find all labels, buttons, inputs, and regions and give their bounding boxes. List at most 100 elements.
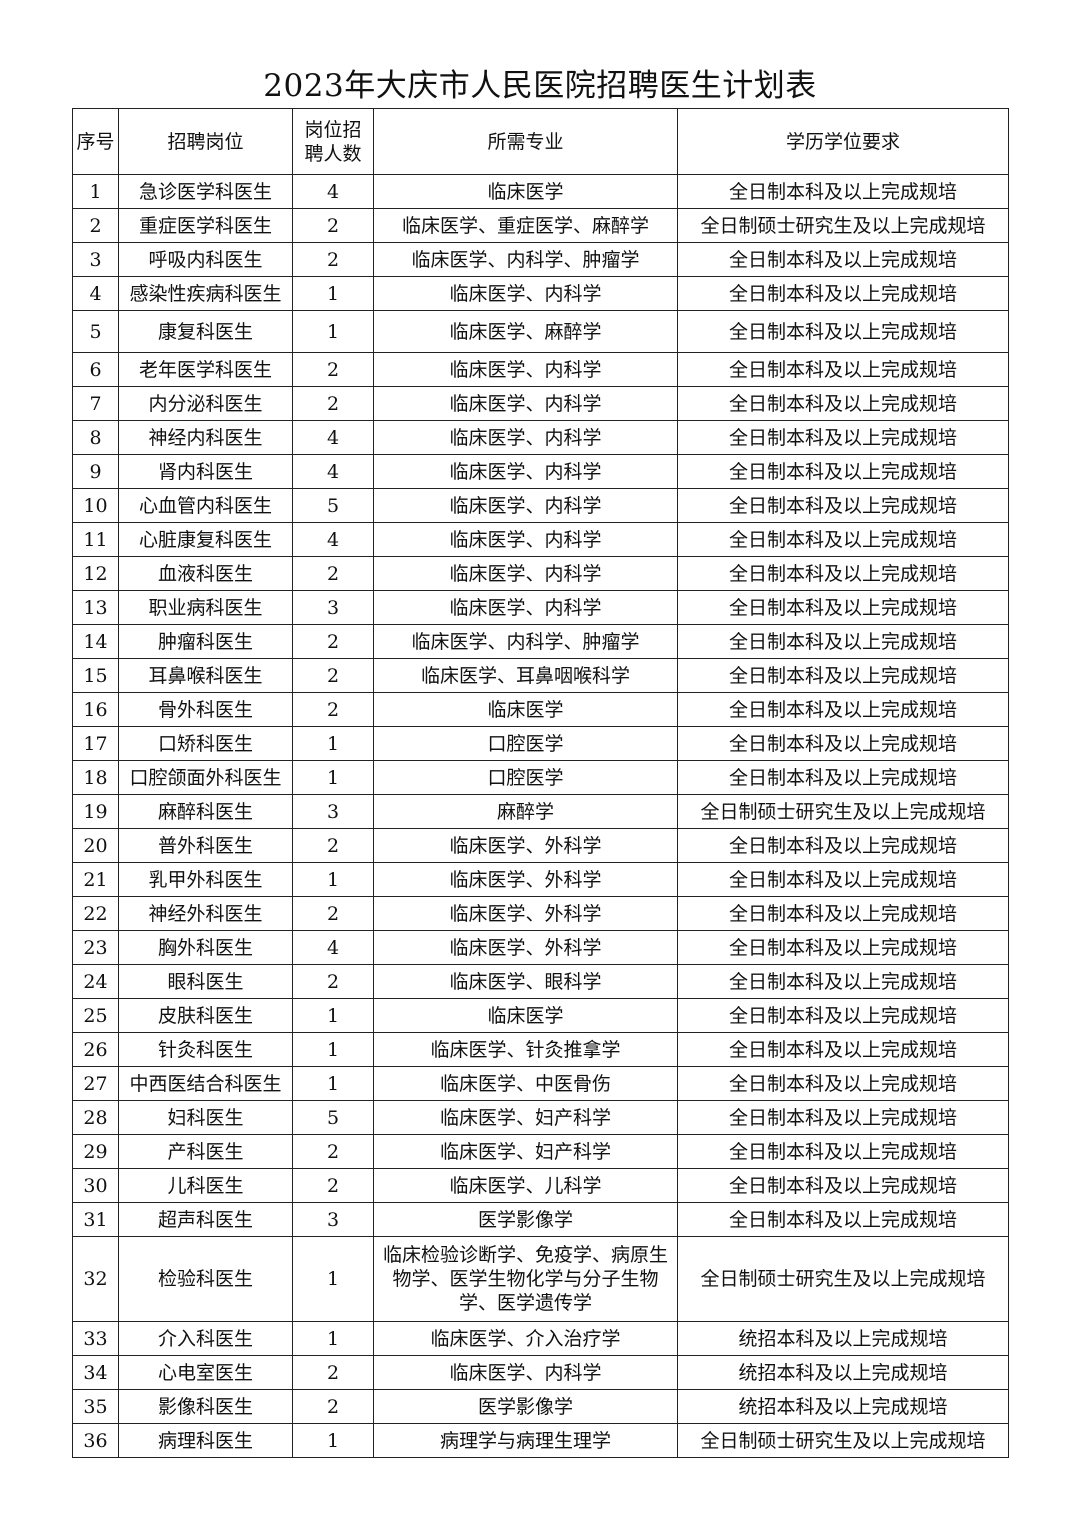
- cell-major: 临床医学、耳鼻咽喉科学: [373, 658, 678, 693]
- table-row: 17 口矫科医生 1 口腔医学 全日制本科及以上完成规培: [72, 726, 1009, 761]
- cell-index: 25: [72, 998, 119, 1033]
- cell-count: 3: [292, 590, 374, 625]
- cell-index: 27: [72, 1066, 119, 1101]
- cell-index: 32: [72, 1236, 119, 1322]
- table-row: 9 肾内科医生 4 临床医学、内科学 全日制本科及以上完成规培: [72, 454, 1009, 489]
- cell-count: 2: [292, 1389, 374, 1424]
- cell-major: 临床医学、儿科学: [373, 1168, 678, 1203]
- cell-index: 31: [72, 1202, 119, 1237]
- cell-position: 神经内科医生: [118, 420, 293, 455]
- cell-position: 康复科医生: [118, 310, 293, 353]
- cell-position: 耳鼻喉科医生: [118, 658, 293, 693]
- cell-major: 麻醉学: [373, 794, 678, 829]
- cell-position: 内分泌科医生: [118, 386, 293, 421]
- table-row: 30 儿科医生 2 临床医学、儿科学 全日制本科及以上完成规培: [72, 1168, 1009, 1203]
- table-row: 1 急诊医学科医生 4 临床医学 全日制本科及以上完成规培: [72, 174, 1009, 209]
- cell-count: 2: [292, 624, 374, 659]
- table-row: 15 耳鼻喉科医生 2 临床医学、耳鼻咽喉科学 全日制本科及以上完成规培: [72, 658, 1009, 693]
- cell-count: 4: [292, 420, 374, 455]
- cell-education: 全日制本科及以上完成规培: [677, 454, 1009, 489]
- table-row: 7 内分泌科医生 2 临床医学、内科学 全日制本科及以上完成规培: [72, 386, 1009, 421]
- cell-major: 病理学与病理生理学: [373, 1423, 678, 1458]
- cell-major: 临床检验诊断学、免疫学、病原生物学、医学生物化学与分子生物学、医学遗传学: [373, 1236, 678, 1322]
- cell-index: 10: [72, 488, 119, 523]
- cell-major: 医学影像学: [373, 1389, 678, 1424]
- cell-index: 14: [72, 624, 119, 659]
- cell-major: 临床医学、外科学: [373, 828, 678, 863]
- table-row: 13 职业病科医生 3 临床医学、内科学 全日制本科及以上完成规培: [72, 590, 1009, 625]
- cell-count: 2: [292, 386, 374, 421]
- cell-position: 儿科医生: [118, 1168, 293, 1203]
- cell-position: 乳甲外科医生: [118, 862, 293, 897]
- cell-index: 18: [72, 760, 119, 795]
- cell-position: 中西医结合科医生: [118, 1066, 293, 1101]
- cell-count: 4: [292, 930, 374, 965]
- cell-education: 全日制本科及以上完成规培: [677, 692, 1009, 727]
- recruitment-table: 序号 招聘岗位 岗位招聘人数 所需专业 学历学位要求 1 急诊医学科医生 4 临床医学…: [72, 108, 1009, 1458]
- table-row: 12 血液科医生 2 临床医学、内科学 全日制本科及以上完成规培: [72, 556, 1009, 591]
- cell-position: 急诊医学科医生: [118, 174, 293, 209]
- cell-position: 肾内科医生: [118, 454, 293, 489]
- cell-education: 统招本科及以上完成规培: [677, 1321, 1009, 1356]
- cell-count: 4: [292, 454, 374, 489]
- cell-index: 2: [72, 208, 119, 243]
- cell-position: 病理科医生: [118, 1423, 293, 1458]
- cell-major: 临床医学、外科学: [373, 930, 678, 965]
- cell-position: 心血管内科医生: [118, 488, 293, 523]
- cell-education: 全日制本科及以上完成规培: [677, 930, 1009, 965]
- cell-count: 4: [292, 174, 374, 209]
- cell-position: 检验科医生: [118, 1236, 293, 1322]
- cell-count: 2: [292, 208, 374, 243]
- cell-position: 针灸科医生: [118, 1032, 293, 1067]
- cell-index: 17: [72, 726, 119, 761]
- cell-position: 口腔颌面外科医生: [118, 760, 293, 795]
- cell-major: 临床医学、内科学: [373, 352, 678, 387]
- table-row: 6 老年医学科医生 2 临床医学、内科学 全日制本科及以上完成规培: [72, 352, 1009, 387]
- cell-major: 临床医学、妇产科学: [373, 1100, 678, 1135]
- table-row: 20 普外科医生 2 临床医学、外科学 全日制本科及以上完成规培: [72, 828, 1009, 863]
- cell-major: 口腔医学: [373, 726, 678, 761]
- cell-index: 20: [72, 828, 119, 863]
- cell-education: 全日制硕士研究生及以上完成规培: [677, 1423, 1009, 1458]
- page-title: 2023年大庆市人民医院招聘医生计划表: [263, 68, 817, 104]
- cell-count: 1: [292, 726, 374, 761]
- cell-position: 普外科医生: [118, 828, 293, 863]
- cell-count: 2: [292, 1355, 374, 1390]
- header-count: 岗位招聘人数: [292, 108, 374, 175]
- cell-count: 2: [292, 556, 374, 591]
- cell-index: 1: [72, 174, 119, 209]
- cell-education: 全日制本科及以上完成规培: [677, 1032, 1009, 1067]
- cell-major: 临床医学、中医骨伤: [373, 1066, 678, 1101]
- cell-education: 全日制本科及以上完成规培: [677, 522, 1009, 557]
- cell-major: 临床医学、重症医学、麻醉学: [373, 208, 678, 243]
- cell-education: 全日制本科及以上完成规培: [677, 556, 1009, 591]
- cell-index: 24: [72, 964, 119, 999]
- header-position: 招聘岗位: [118, 108, 293, 175]
- cell-count: 2: [292, 828, 374, 863]
- cell-count: 2: [292, 1168, 374, 1203]
- table-row: 19 麻醉科医生 3 麻醉学 全日制硕士研究生及以上完成规培: [72, 794, 1009, 829]
- cell-education: 全日制本科及以上完成规培: [677, 1100, 1009, 1135]
- cell-index: 6: [72, 352, 119, 387]
- cell-education: 全日制本科及以上完成规培: [677, 352, 1009, 387]
- cell-position: 老年医学科医生: [118, 352, 293, 387]
- cell-index: 7: [72, 386, 119, 421]
- cell-education: 全日制硕士研究生及以上完成规培: [677, 794, 1009, 829]
- cell-index: 12: [72, 556, 119, 591]
- cell-major: 临床医学、外科学: [373, 862, 678, 897]
- cell-major: 临床医学、外科学: [373, 896, 678, 931]
- cell-major: 临床医学: [373, 692, 678, 727]
- cell-position: 麻醉科医生: [118, 794, 293, 829]
- table-row: 35 影像科医生 2 医学影像学 统招本科及以上完成规培: [72, 1389, 1009, 1424]
- cell-education: 全日制本科及以上完成规培: [677, 310, 1009, 353]
- table-row: 27 中西医结合科医生 1 临床医学、中医骨伤 全日制本科及以上完成规培: [72, 1066, 1009, 1101]
- cell-education: 全日制本科及以上完成规培: [677, 658, 1009, 693]
- cell-education: 全日制本科及以上完成规培: [677, 276, 1009, 311]
- cell-education: 全日制本科及以上完成规培: [677, 1202, 1009, 1237]
- table-row: 4 感染性疾病科医生 1 临床医学、内科学 全日制本科及以上完成规培: [72, 276, 1009, 311]
- cell-education: 全日制本科及以上完成规培: [677, 386, 1009, 421]
- cell-index: 11: [72, 522, 119, 557]
- header-major: 所需专业: [373, 108, 678, 175]
- cell-index: 22: [72, 896, 119, 931]
- cell-major: 临床医学、内科学: [373, 488, 678, 523]
